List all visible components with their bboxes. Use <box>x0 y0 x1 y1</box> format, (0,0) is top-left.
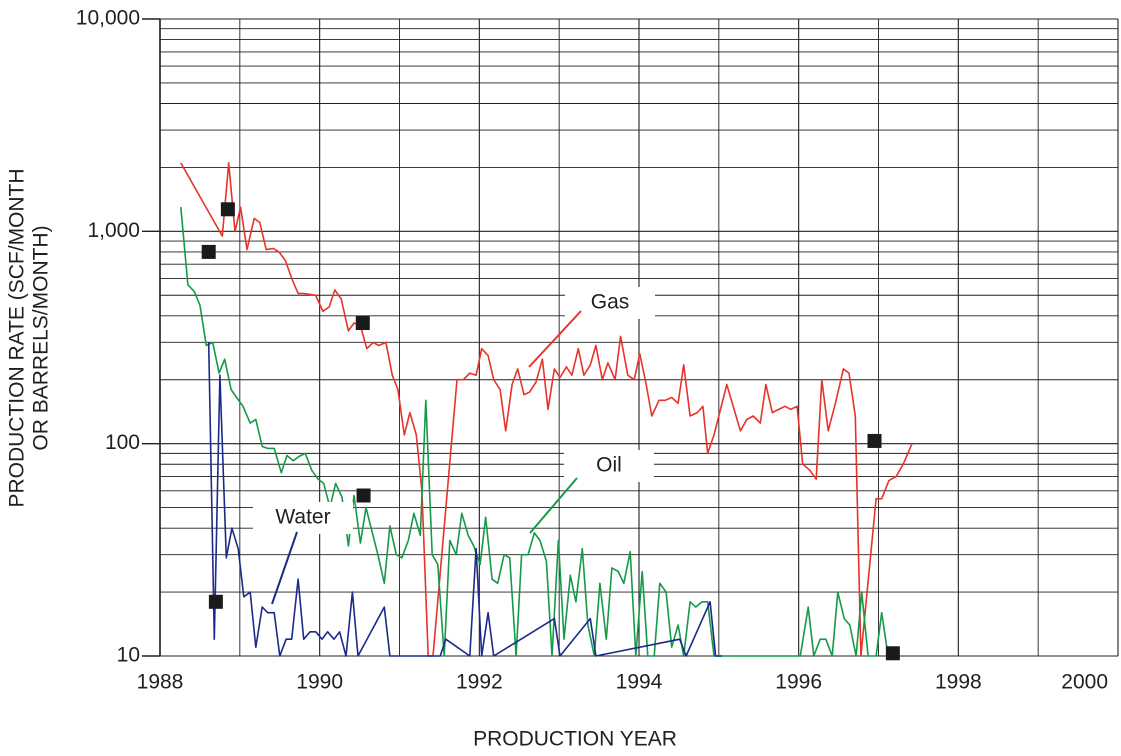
x-tick-label: 1988 <box>137 671 184 694</box>
plot-area <box>180 162 913 657</box>
x-axis-label: PRODUCTION YEAR <box>473 728 677 751</box>
y-tick-label: 100 <box>105 431 140 454</box>
series-line <box>180 207 889 657</box>
annotation-bg <box>565 287 655 319</box>
y-tick-label: 1,000 <box>87 219 140 242</box>
marker <box>356 488 371 503</box>
x-tick-label: 1990 <box>296 671 343 694</box>
annotation-leader <box>529 477 578 534</box>
x-tick-label: 1998 <box>935 671 982 694</box>
annotation: Oil <box>596 454 622 477</box>
marker <box>208 594 223 609</box>
y-axis-label: OR BARRELS/MONTH) <box>30 225 53 450</box>
y-tick-label: 10,000 <box>76 7 140 30</box>
annotation-leader <box>528 310 582 368</box>
x-tick-label: 1996 <box>775 671 822 694</box>
x-tick-label: 1994 <box>616 671 663 694</box>
x-tick-label: 2000 <box>1061 671 1108 694</box>
marker <box>201 244 216 259</box>
marker <box>867 433 882 448</box>
overlay: Gas Oil Water <box>201 202 900 661</box>
x-tick-label: 1992 <box>456 671 503 694</box>
y-tick-label: 10 <box>117 644 140 667</box>
annotation: Gas <box>591 291 630 314</box>
marker <box>220 202 235 217</box>
y-axis-label: PRODUCTION RATE (SCF/MONTH <box>6 168 29 507</box>
series-line <box>180 162 913 657</box>
annotation-bg <box>564 450 654 482</box>
annotation-bg <box>253 502 353 534</box>
annotation: Water <box>275 506 330 529</box>
series-line <box>207 342 722 657</box>
annotation-leader <box>271 531 298 605</box>
marker <box>355 316 370 331</box>
marker <box>885 646 900 661</box>
grid: 10 100 1,000 10,000 1988 1990 1992 1994 1996 1998… <box>76 7 1119 694</box>
